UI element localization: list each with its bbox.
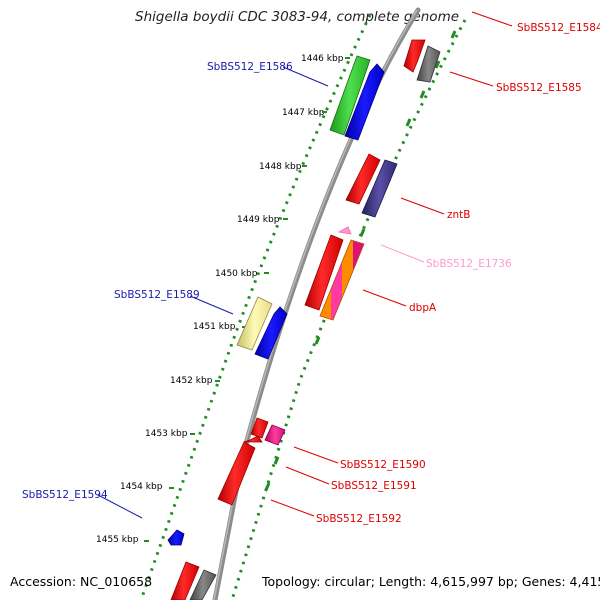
gene-label[interactable]: SbBS512_E1736: [426, 258, 512, 270]
genome-summary-text: Topology: circular; Length: 4,615,997 bp…: [262, 574, 600, 589]
gene-zntb-red[interactable]: [345, 153, 381, 205]
ruler-tick-label: 1446 kbp: [301, 54, 344, 64]
label-leader-lines: [97, 11, 513, 519]
gene-sbbs512-e1584[interactable]: [403, 39, 426, 73]
accession-text: Accession: NC_010658: [10, 574, 153, 589]
gene-bottom-grey[interactable]: [189, 569, 217, 600]
ruler-tick-label: 1453 kbp: [145, 429, 188, 439]
gene-label[interactable]: SbBS512_E1590: [340, 459, 426, 471]
genome-title: Shigella boydii CDC 3083-94, complete ge…: [135, 9, 460, 25]
ruler-dotted-line: [139, 14, 372, 600]
ruler-tick-label: 1449 kbp: [237, 215, 280, 225]
ruler-tick-label: 1455 kbp: [96, 535, 139, 545]
gene-sbbs512-e1590-magenta[interactable]: [264, 424, 286, 446]
ruler-ticks: 1446 kbp 1447 kbp 1448 kbp 1449 kbp 1450…: [96, 54, 344, 545]
gene-label[interactable]: SbBS512_E1594: [22, 489, 108, 501]
gene-label[interactable]: dbpA: [409, 302, 437, 314]
gene-sbbs512-e1592[interactable]: [217, 441, 256, 506]
gene-zntb-indigo[interactable]: [361, 159, 398, 218]
gene-label[interactable]: SbBS512_E1585: [496, 82, 582, 94]
gene-sbbs512-e1589-blue[interactable]: [254, 306, 288, 360]
ruler-tick-label: 1448 kbp: [259, 162, 302, 172]
gene-label[interactable]: SbBS512_E1586: [207, 61, 293, 73]
gene-label[interactable]: SbBS512_E1584: [517, 22, 600, 34]
gene-dbpa-red[interactable]: [304, 234, 344, 311]
gene-sbbs512-e1585[interactable]: [416, 45, 441, 83]
gene-label[interactable]: SbBS512_E1591: [331, 480, 417, 492]
gene-label[interactable]: zntB: [447, 209, 471, 221]
ruler-tick-marks: [144, 57, 350, 542]
gene-sbbs512-e1590-red[interactable]: [250, 417, 269, 439]
gene-sbbs512-e1589-yellow[interactable]: [236, 296, 273, 351]
gene-label[interactable]: SbBS512_E1592: [316, 513, 402, 525]
gene-features: [167, 39, 441, 600]
gene-sbbs512-e1591[interactable]: [243, 435, 263, 443]
ruler-tick-label: 1454 kbp: [120, 482, 163, 492]
gene-sbbs512-e1586-green[interactable]: [329, 55, 371, 136]
ruler-tick-label: 1451 kbp: [193, 322, 236, 332]
gene-bottom-red[interactable]: [170, 561, 200, 600]
gene-label[interactable]: SbBS512_E1589: [114, 289, 200, 301]
genome-backbone-highlight: [213, 9, 418, 600]
gene-dbpa-striped[interactable]: [319, 239, 365, 321]
gene-sbbs512-e1736[interactable]: [337, 226, 352, 235]
gene-sbbs512-e1594[interactable]: [167, 529, 185, 546]
gene-label-group: SbBS512_E1584 SbBS512_E1585 SbBS512_E158…: [22, 22, 600, 525]
gene-sbbs512-e1586-blue[interactable]: [344, 63, 385, 141]
genome-backbone: [212, 7, 421, 600]
ruler-tick-label: 1447 kbp: [282, 108, 325, 118]
ruler-tick-label: 1450 kbp: [215, 269, 258, 279]
ruler-tick-label: 1452 kbp: [170, 376, 213, 386]
